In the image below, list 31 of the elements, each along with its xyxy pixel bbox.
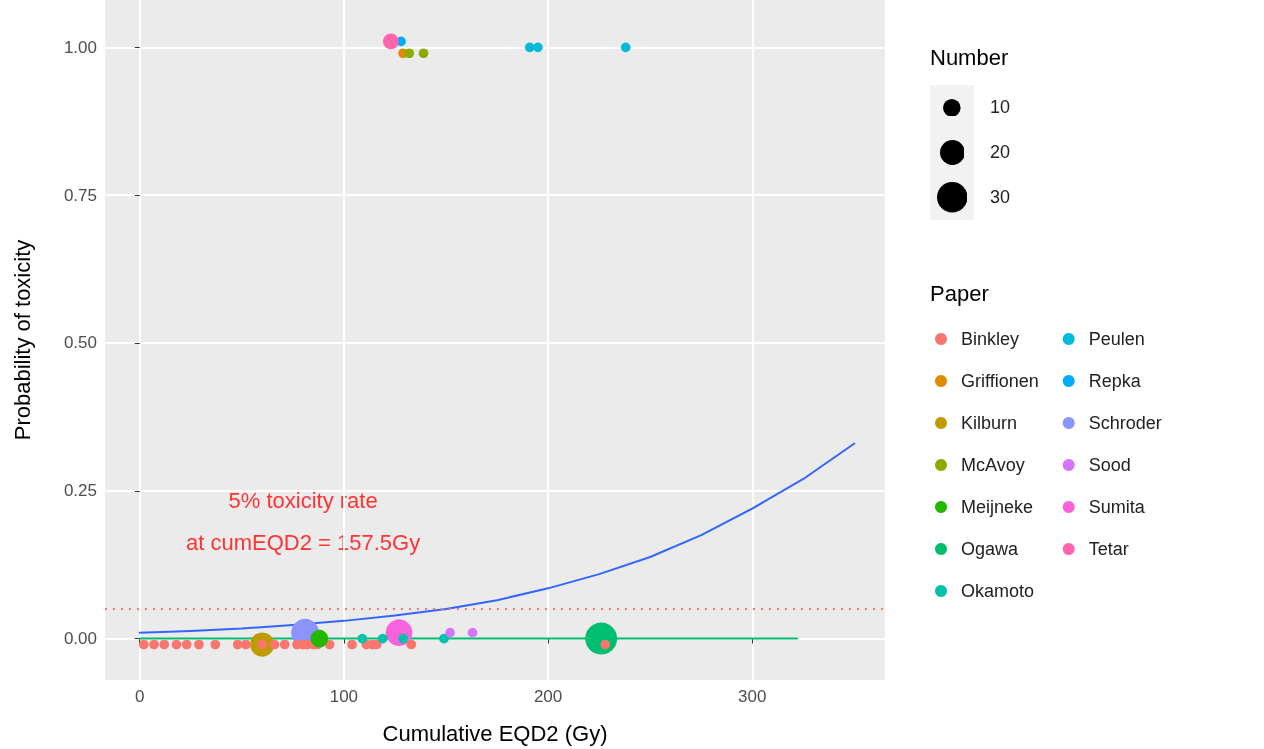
line-series — [138, 442, 856, 634]
legend-label: Repka — [1088, 371, 1142, 391]
legend-label: Okamoto — [961, 581, 1035, 601]
legend-label: Kilburn — [961, 413, 1018, 433]
y-tick-label: 0.75 — [63, 185, 97, 205]
legend-label: Tetar — [1088, 539, 1129, 559]
ref-line-label: 5% toxicity rate at cumEQD2 = 157.5Gy — [185, 487, 421, 555]
y-tick-label: 0.50 — [63, 333, 97, 353]
x-axis-title: Cumulative EQD2 (Gy) — [382, 720, 608, 746]
x-tick-label: 200 — [533, 687, 563, 706]
legend-label: Binkley — [961, 329, 1020, 349]
legend-label: Sumita — [1088, 497, 1146, 517]
legend-label: Sood — [1088, 455, 1131, 475]
y-tick-label: 0.00 — [63, 629, 97, 649]
x-tick-label: 0 — [134, 687, 145, 706]
legend-title: Paper — [930, 280, 989, 306]
legend-label: Meijneke — [961, 497, 1034, 517]
legend-label: Ogawa — [961, 539, 1020, 559]
x-tick-label: 300 — [738, 687, 767, 706]
legend-label: Peulen — [1088, 329, 1145, 349]
y-tick-label: 0.25 — [63, 481, 97, 501]
legend-label: 20 — [990, 142, 1011, 163]
legend-label: Griffionen — [961, 371, 1039, 391]
legend-label: 30 — [990, 187, 1011, 208]
y-axis-title: Probability of toxicity — [9, 239, 35, 441]
y-tick-label: 1.00 — [63, 37, 97, 57]
legend-label: Schroder — [1088, 413, 1162, 433]
x-tick-label: 100 — [329, 687, 359, 706]
legend-label: McAvoy — [961, 455, 1025, 475]
text: Number — [930, 45, 1010, 72]
legend-label: 10 — [990, 97, 1011, 118]
